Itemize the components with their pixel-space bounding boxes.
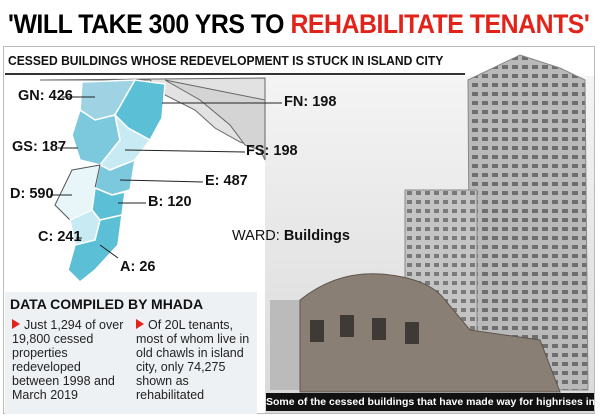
ward-buildings: 241 [57,229,82,245]
headline: 'WILL TAKE 300 YRS TO REHABILITATE TENAN… [8,4,590,44]
ward-label: C: 241 [38,229,82,245]
ward-buildings: 590 [29,186,54,202]
ward-name: B: [148,194,164,210]
rule [5,73,465,75]
ward-label: FS: 198 [246,143,298,159]
bullet: Just 1,294 of over 19,800 cessed propert… [12,318,130,402]
ward-name: GS: [12,139,38,155]
frame [3,46,595,414]
map-mainland-east [164,79,266,161]
bullet-arrow [136,319,144,329]
ward-label: GS: 187 [12,139,66,155]
ward-name: FN: [284,94,309,110]
ward-label: D: 590 [10,186,54,202]
ward-label: B: 120 [148,194,192,210]
ward-name: D: [10,186,26,202]
photo-window [340,315,354,337]
ward-buildings: 487 [223,173,248,189]
ward-label: FN: 198 [284,94,336,110]
legend-key: WARD: [232,228,280,244]
ward-buildings: 187 [41,139,67,155]
ward-name: E: [205,173,220,189]
photo-caption: Some of the cessed buildings that have m… [266,393,600,411]
map-ward [67,214,123,284]
ward-buildings: 26 [139,259,156,275]
ward-label: GN: 426 [18,88,73,104]
bullet: Of 20L tenants, most of whom live in old… [136,318,254,402]
data-box [5,292,257,414]
headline-highlight: REHABILITATE TENANTS' [290,9,590,39]
ward-name: C: [38,229,54,245]
bullet-text: Just 1,294 of over 19,800 cessed propert… [12,318,124,402]
map-subtitle: CESSED BUILDINGS WHOSE REDEVELOPMENT IS … [8,53,444,68]
legend-value: Buildings [283,228,350,244]
ward-buildings: 120 [167,194,192,210]
photo-old-building [299,273,561,393]
ward-name: FS: [246,143,270,159]
bullet-text: Of 20L tenants, most of whom live in old… [136,318,250,402]
legend: WARD: Buildings [232,228,350,244]
bullet-arrow [12,319,20,329]
photo-window [405,322,419,344]
ward-buildings: 426 [48,88,73,104]
photo-window [310,320,324,342]
ward-buildings: 198 [312,94,337,110]
ward-name: GN: [18,88,45,104]
photo-window [372,318,386,340]
map-leaders [50,96,282,259]
ward-name: A: [120,259,136,275]
ward-label: E: 487 [205,173,248,189]
ward-label: A: 26 [120,259,155,275]
ward-buildings: 198 [273,143,298,159]
data-box-title: DATA COMPILED BY MHADA [10,296,204,312]
headline-part: 'WILL TAKE 300 YRS TO [8,9,284,39]
